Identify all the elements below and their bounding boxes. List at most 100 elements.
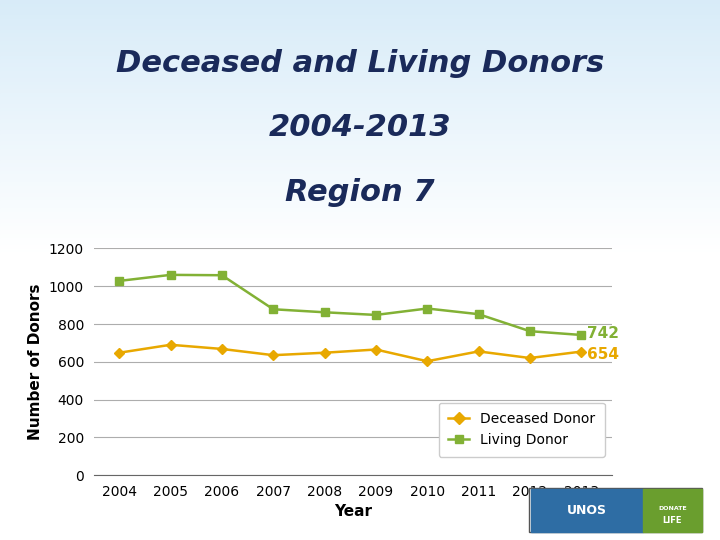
Bar: [0, 226, 720, 230]
Text: 742: 742: [588, 326, 619, 341]
Bar: [0, 37, 720, 41]
Bar: [0, 234, 720, 238]
Line: Deceased Donor: Deceased Donor: [115, 341, 585, 365]
Bar: [0, 93, 720, 97]
Bar: [0, 208, 720, 212]
Bar: [0, 238, 720, 241]
Bar: [0, 48, 720, 52]
Bar: [0, 97, 720, 100]
Bar: [0, 245, 720, 249]
Bar: [0, 4, 720, 8]
Bar: [0, 230, 720, 234]
Bar: [0, 260, 720, 264]
Y-axis label: Number of Donors: Number of Donors: [28, 284, 43, 440]
Living Donor: [269, 306, 278, 313]
Bar: [0, 123, 720, 126]
Bar: [0, 100, 720, 104]
Bar: [0, 264, 720, 267]
Bar: [0, 293, 720, 297]
Bar: [0, 200, 720, 204]
Bar: [0, 119, 720, 123]
Bar: [0, 130, 720, 134]
Bar: [0, 197, 720, 200]
Living Donor: [115, 278, 124, 284]
Bar: [0, 215, 720, 219]
Bar: [0, 256, 720, 260]
Deceased Donor: [320, 349, 329, 356]
Bar: [0, 286, 720, 289]
Deceased Donor: [372, 346, 380, 353]
Bar: [0, 67, 720, 71]
Deceased Donor: [526, 355, 534, 361]
Bar: [0, 30, 720, 33]
Line: Living Donor: Living Donor: [115, 271, 585, 339]
Text: LIFE: LIFE: [662, 516, 682, 525]
Bar: [0, 22, 720, 26]
Legend: Deceased Donor, Living Donor: Deceased Donor, Living Donor: [438, 402, 605, 457]
Bar: [0, 111, 720, 115]
Bar: [0, 71, 720, 74]
Bar: [0, 253, 720, 256]
Bar: [0, 0, 720, 4]
Bar: [0, 190, 720, 193]
Bar: [0, 11, 720, 15]
Text: Region 7: Region 7: [285, 178, 435, 207]
Text: Deceased and Living Donors: Deceased and Living Donors: [116, 49, 604, 78]
Deceased Donor: [166, 341, 175, 348]
Bar: [0, 223, 720, 226]
Bar: [0, 171, 720, 174]
Bar: [0, 59, 720, 63]
Bar: [0, 163, 720, 167]
Living Donor: [372, 312, 380, 318]
Bar: [0, 33, 720, 37]
Deceased Donor: [115, 349, 124, 356]
Bar: [0, 85, 720, 89]
Bar: [0, 107, 720, 111]
Bar: [0, 241, 720, 245]
Living Donor: [526, 328, 534, 334]
Text: DONATE: DONATE: [658, 506, 687, 511]
Bar: [0, 182, 720, 186]
Bar: [0, 219, 720, 223]
Bar: [0, 56, 720, 59]
Bar: [0, 249, 720, 252]
Bar: [0, 115, 720, 119]
Bar: [0, 156, 720, 160]
X-axis label: Year: Year: [334, 504, 372, 519]
Text: UNOS: UNOS: [567, 504, 607, 517]
Bar: [531, 489, 643, 532]
Bar: [0, 15, 720, 18]
Bar: [0, 289, 720, 293]
Bar: [0, 275, 720, 279]
Bar: [0, 271, 720, 275]
Bar: [0, 204, 720, 208]
Bar: [0, 137, 720, 141]
Deceased Donor: [269, 352, 278, 359]
Bar: [0, 193, 720, 197]
Bar: [0, 89, 720, 93]
Bar: [0, 148, 720, 152]
Deceased Donor: [577, 348, 585, 355]
Bar: [0, 178, 720, 182]
Bar: [0, 82, 720, 85]
Bar: [0, 41, 720, 45]
Bar: [0, 212, 720, 215]
Bar: [0, 8, 720, 11]
Bar: [0, 63, 720, 67]
Deceased Donor: [474, 348, 483, 355]
Bar: [0, 145, 720, 148]
Deceased Donor: [423, 358, 431, 365]
Living Donor: [166, 272, 175, 278]
Bar: [0, 267, 720, 271]
Living Donor: [217, 272, 226, 279]
Bar: [0, 104, 720, 107]
Bar: [0, 282, 720, 286]
Living Donor: [474, 311, 483, 318]
Living Donor: [320, 309, 329, 315]
Bar: [0, 160, 720, 163]
Bar: [0, 167, 720, 171]
Text: 654: 654: [588, 347, 619, 362]
Bar: [0, 186, 720, 190]
Bar: [0, 75, 720, 78]
Deceased Donor: [217, 346, 226, 352]
